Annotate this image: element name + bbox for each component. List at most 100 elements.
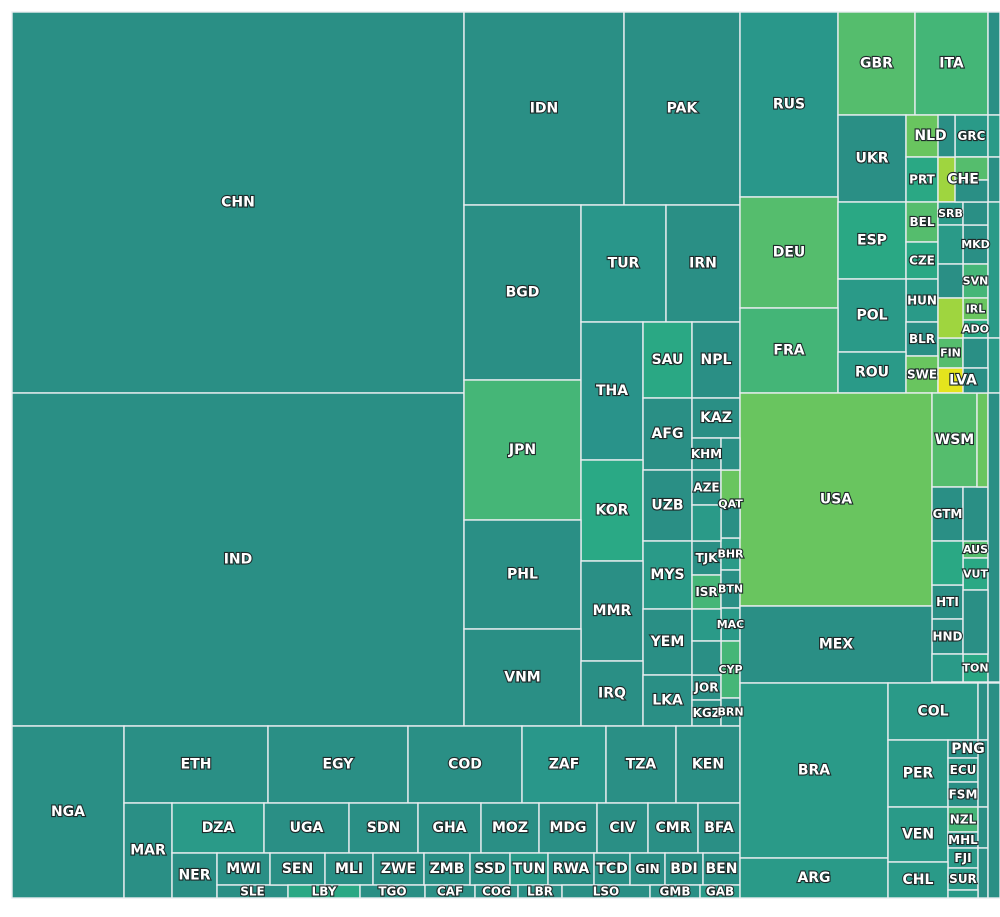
- treemap-cell-aze: [691, 469, 722, 506]
- treemap-label-cyp: CYP: [718, 663, 742, 676]
- treemap-label-zmb: ZMB: [430, 861, 465, 877]
- treemap-label-che: CHE: [947, 172, 979, 188]
- treemap-label-tgo: TGO: [378, 885, 406, 899]
- treemap-label-caf: CAF: [437, 885, 463, 899]
- treemap-cell-uga: [263, 802, 350, 854]
- treemap-label-chn: CHN: [221, 195, 255, 211]
- treemap-cell-unlabeled-138: [977, 682, 989, 741]
- treemap-label-mwi: MWI: [226, 861, 261, 877]
- treemap-label-tjk: TJK: [696, 551, 719, 565]
- treemap-label-idn: IDN: [530, 101, 559, 117]
- treemap-label-gmb: GMB: [660, 885, 691, 899]
- treemap-label-mar: MAR: [130, 843, 166, 859]
- treemap-cell-pak: [623, 11, 741, 206]
- treemap-cell-blr: [905, 321, 939, 357]
- treemap-cell-nzl: [947, 806, 979, 833]
- treemap-label-gab: GAB: [706, 885, 734, 899]
- treemap-label-nzl: NZL: [950, 813, 977, 827]
- treemap-label-gbr: GBR: [860, 56, 893, 72]
- treemap-cell-rwa: [547, 852, 595, 886]
- treemap-cell-jpn: [463, 379, 582, 521]
- treemap-cell-unlabeled-151: [987, 682, 1000, 899]
- treemap-cell-idn: [463, 11, 625, 206]
- treemap-label-kor: KOR: [596, 503, 629, 519]
- treemap-cell-ton: [962, 653, 989, 683]
- treemap-cell-mex: [739, 605, 933, 684]
- treemap-cell-phl: [463, 519, 582, 630]
- treemap-cell-unlabeled-133: [962, 486, 989, 542]
- treemap-label-khm: KHM: [691, 447, 722, 461]
- treemap-label-kaz: KAZ: [700, 410, 732, 426]
- treemap-label-rwa: RWA: [553, 861, 590, 877]
- treemap-cell-chl: [887, 861, 949, 899]
- treemap-label-bgd: BGD: [506, 285, 540, 301]
- treemap-cell-uzb: [642, 469, 693, 542]
- treemap-cell-unlabeled-127: [937, 263, 964, 299]
- treemap-cell-afg: [642, 397, 693, 471]
- treemap-label-bhr: BHR: [717, 548, 744, 561]
- treemap-label-aze: AZE: [693, 481, 719, 495]
- treemap-cell-swe: [905, 355, 939, 394]
- treemap-label-hti: HTI: [936, 595, 959, 609]
- treemap-label-mac: MAC: [717, 618, 745, 631]
- treemap-label-usa: USA: [820, 492, 852, 508]
- treemap-label-bdi: BDI: [670, 861, 698, 877]
- treemap-cell-unlabeled-149: [954, 179, 989, 203]
- treemap-label-cze: CZE: [909, 254, 935, 268]
- treemap-label-gtm: GTM: [933, 507, 963, 521]
- treemap-cell-cze: [905, 241, 939, 280]
- treemap-label-tcd: TCD: [596, 861, 627, 877]
- treemap-cell-ecu: [947, 757, 979, 783]
- treemap-cell-unlabeled-128: [937, 297, 964, 339]
- treemap-label-hnd: HND: [932, 630, 962, 644]
- treemap-cell-esp: [837, 201, 907, 280]
- treemap-cell-mkd: [962, 224, 989, 265]
- treemap-cell-vut: [962, 557, 989, 591]
- treemap-label-ita: ITA: [939, 56, 964, 72]
- treemap-label-tur: TUR: [608, 256, 640, 272]
- treemap-label-lka: LKA: [652, 693, 683, 709]
- treemap-cell-tur: [580, 204, 667, 323]
- treemap-cell-bel: [905, 201, 939, 243]
- treemap-label-jpn: JPN: [508, 442, 536, 458]
- treemap-label-dza: DZA: [202, 820, 235, 836]
- treemap-label-mkd: MKD: [961, 238, 990, 251]
- treemap-label-per: PER: [903, 766, 934, 782]
- treemap-label-ven: VEN: [902, 827, 934, 843]
- treemap-cell-mdg: [538, 802, 598, 854]
- treemap-cell-prt: [905, 156, 939, 203]
- treemap-label-fin: FIN: [940, 347, 961, 360]
- treemap-cell-bgd: [463, 204, 582, 381]
- treemap-cell-ita: [914, 11, 989, 116]
- treemap-cell-unlabeled-135: [987, 392, 1000, 683]
- treemap-label-phl: PHL: [507, 567, 538, 583]
- treemap-cell-unlabeled-150: [962, 367, 989, 394]
- treemap-cell-unlabeled-126: [937, 224, 964, 265]
- treemap-label-sen: SEN: [282, 861, 313, 877]
- treemap-label-rou: ROU: [855, 365, 889, 381]
- treemap-cell-unlabeled-132: [931, 540, 964, 586]
- treemap-cell-sen: [269, 852, 326, 886]
- treemap-cell-sau: [642, 321, 693, 399]
- treemap-label-srb: SRB: [938, 207, 963, 220]
- treemap-label-lby: LBY: [312, 885, 337, 899]
- treemap-label-rus: RUS: [773, 97, 805, 113]
- treemap-cell-tza: [605, 725, 677, 804]
- treemap-cell-lka: [642, 674, 693, 727]
- treemap-cell-mar: [123, 802, 173, 899]
- treemap-label-nld: NLD: [914, 128, 946, 144]
- treemap-label-lso: LSO: [593, 885, 620, 899]
- treemap-cell-gin: [629, 852, 666, 886]
- treemap-label-zwe: ZWE: [381, 861, 416, 877]
- treemap-label-pak: PAK: [667, 101, 699, 117]
- treemap-label-tun: TUN: [513, 861, 546, 877]
- treemap-cell-sdn: [348, 802, 419, 854]
- treemap-cell-arg: [739, 857, 889, 899]
- treemap-label-esp: ESP: [857, 233, 887, 249]
- treemap-label-bel: BEL: [910, 215, 935, 229]
- treemap-label-hun: HUN: [907, 294, 937, 308]
- treemap-cell-unlabeled-134: [976, 392, 989, 488]
- treemap-cell-unlabeled-130: [962, 337, 989, 369]
- treemap-label-deu: DEU: [773, 245, 806, 261]
- treemap-label-grc: GRC: [958, 129, 986, 143]
